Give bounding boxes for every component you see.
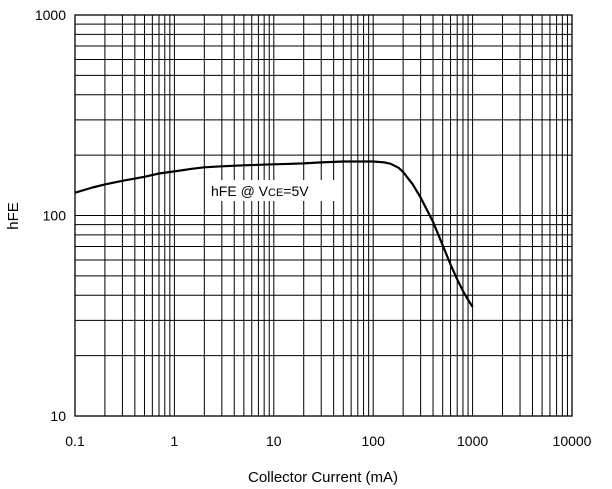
x-tick-label: 1000 [457, 433, 488, 449]
x-tick-label: 10000 [553, 433, 592, 449]
curve-annotation: hFE @ VCE=5V [211, 183, 309, 199]
x-axis-label: Collector Current (mA) [248, 469, 398, 486]
x-tick-label: 10 [266, 433, 282, 449]
x-tick-labels: 0.1 1 10 100 1000 10000 [65, 433, 591, 449]
x-tick-label: 100 [362, 433, 386, 449]
annotation-background [207, 180, 336, 201]
y-tick-labels: 10 100 1000 [35, 7, 66, 424]
grid [75, 15, 572, 416]
y-tick-label: 10 [50, 408, 66, 424]
hfe-curve [74, 160, 474, 308]
x-tick-label: 0.1 [65, 433, 85, 449]
plot-frame [74, 14, 573, 417]
series-layer [74, 160, 474, 308]
x-tick-label: 1 [171, 433, 179, 449]
y-tick-label: 100 [43, 208, 67, 224]
y-tick-label: 1000 [35, 7, 66, 23]
y-axis-label: hFE [5, 202, 22, 230]
annotation-layer: hFE @ VCE=5V [207, 180, 336, 201]
